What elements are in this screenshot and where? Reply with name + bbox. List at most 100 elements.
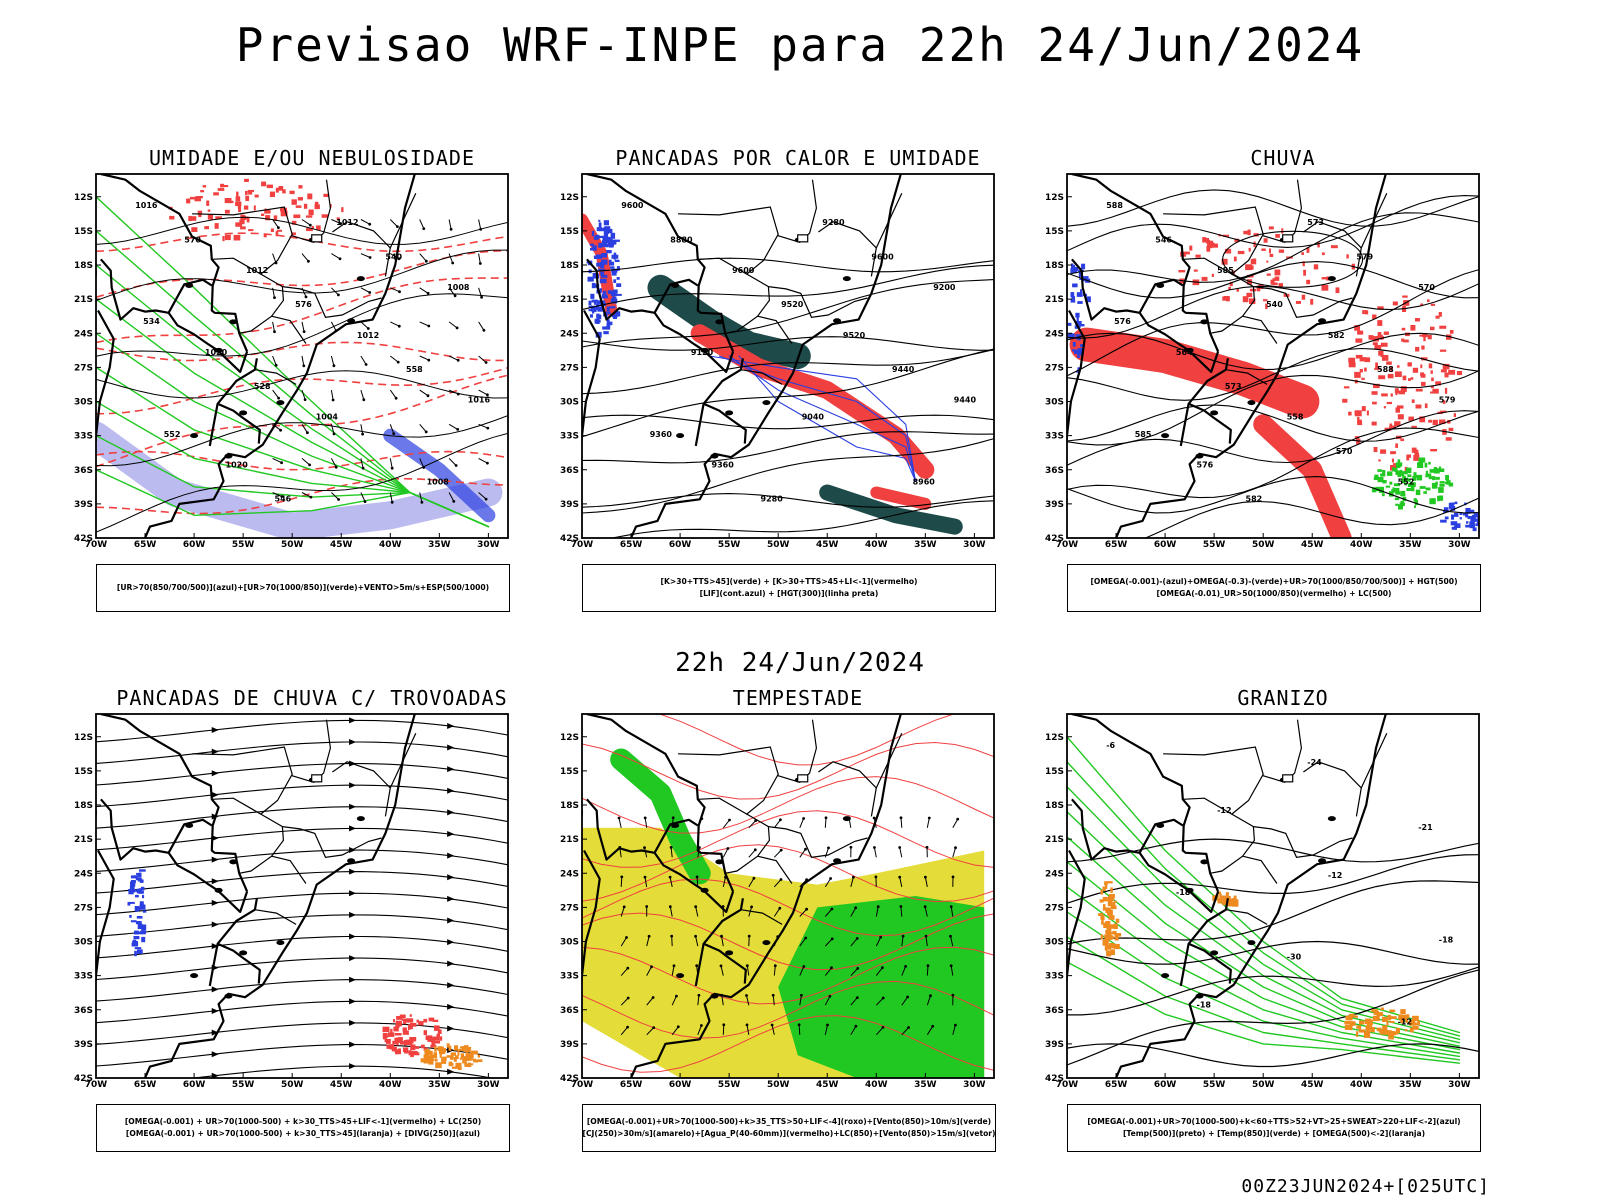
latitude-tick-label: 18S [1045,261,1064,271]
longitude-tick-label: 55W [1203,1080,1226,1088]
longitude-tick-label: 55W [232,1080,255,1088]
longitude-tick-label: 60W [1154,1080,1177,1088]
contour-value-label: 570 [184,235,201,244]
longitude-tick-label: 65W [134,1080,157,1088]
longitude-tick-label: 40W [379,1080,402,1088]
longitude-tick-label: 30W [963,540,986,548]
latitude-tick-label: 30S [74,938,93,948]
latitude-tick-label: 15S [560,227,579,237]
longitude-tick-label: 40W [379,540,402,548]
latitude-tick-label: 36S [74,466,93,476]
weather-map: 1016 1012 1012 1016 1020 1012 1008 1020 1004 1008… [74,173,509,548]
contour-value-label: 1012 [336,218,358,227]
longitude-tick-label: 70W [85,1080,108,1088]
contour-value-label: 579 [1439,396,1456,405]
latitude-tick-label: 42S [74,1074,93,1084]
legend-caption-line: [Temp(500)](preto) + [Temp(850)](verde) … [1122,1129,1426,1138]
latitude-tick-label: 21S [1045,295,1064,305]
contour-value-label: 570 [1336,447,1353,456]
contour-value-label: 576 [295,300,312,309]
latitude-tick-label: 24S [1045,869,1064,879]
longitude-tick-label: 60W [183,1080,206,1088]
longitude-tick-label: 45W [816,540,839,548]
contour-value-label: 576 [1197,461,1214,470]
contour-value-label: 546 [275,495,292,504]
latitude-tick-label: 21S [74,835,93,845]
legend-caption-line: [OMEGA(-0.01)_UR>50(1000/850)(vermelho) … [1156,589,1392,598]
contour-value-label: 9440 [954,396,977,405]
contour-value-label: -12 [1328,871,1342,880]
legend-caption: [OMEGA(-0.001)+UR>70(1000-500)+k<60+TTS>… [1067,1104,1481,1152]
longitude-tick-label: 65W [620,540,643,548]
legend-caption-line: [OMEGA(-0.001) + UR>70(1000-500) + k>30_… [125,1129,481,1138]
latitude-tick-label: 18S [74,261,93,271]
longitude-tick-label: 60W [669,540,692,548]
latitude-tick-label: 24S [560,869,579,879]
contour-value-label: 9520 [781,300,804,309]
legend-caption: [OMEGA(-0.001)+UR>70(1000-500)+k>35_TTS>… [582,1104,996,1152]
contour-value-label: 540 [1266,300,1283,309]
latitude-tick-label: 15S [74,227,93,237]
contour-value-label: 558 [406,365,423,374]
legend-caption-line: [UR>70(850/700/500)](azul)+[UR>70(1000/8… [116,583,490,592]
longitude-tick-label: 70W [1056,1080,1079,1088]
latitude-tick-label: 39S [1045,1040,1064,1050]
contour-value-label: 552 [164,430,181,439]
latitude-tick-label: 33S [1045,432,1064,442]
latitude-tick-label: 30S [1045,398,1064,408]
longitude-tick-label: 35W [1399,1080,1422,1088]
longitude-tick-label: 55W [1203,540,1226,548]
latitude-tick-label: 36S [560,1006,579,1016]
latitude-tick-label: 18S [560,801,579,811]
contour-value-label: 1008 [427,478,450,487]
legend-caption-line: [K>30+TTS>45](verde) + [K>30+TTS>45+LI<-… [660,577,918,586]
panel-title: GRANIZO [1237,686,1329,710]
longitude-tick-label: 30W [963,1080,986,1088]
legend-caption: [OMEGA(-0.001)-(azul)+OMEGA(-0.3)-(verde… [1067,564,1481,612]
longitude-tick-label: 60W [183,540,206,548]
legend-caption-line: [OMEGA(-0.001) + UR>70(1000-500) + k>30_… [124,1117,482,1126]
latitude-tick-label: 24S [74,869,93,879]
latitude-tick-label: 39S [560,1040,579,1050]
latitude-tick-label: 42S [1045,534,1064,544]
latitude-tick-label: 15S [74,767,93,777]
longitude-tick-label: 65W [620,1080,643,1088]
latitude-tick-label: 33S [560,972,579,982]
latitude-tick-label: 18S [1045,801,1064,811]
longitude-tick-label: 50W [767,1080,790,1088]
latitude-tick-label: 21S [74,295,93,305]
contour-value-label: 9200 [933,283,956,292]
panel-granizo: GRANIZO -6 -12 -12 -18 -18 -24 -21 -18 -30 -12 12S… [1043,686,1523,1156]
longitude-tick-label: 35W [428,540,451,548]
latitude-tick-label: 21S [560,295,579,305]
longitude-tick-label: 35W [914,540,937,548]
longitude-tick-label: 70W [571,1080,594,1088]
contour-value-label: 9600 [871,252,894,261]
legend-caption-line: [CJ(250)>30m/s](amarelo)+[Agua_P(40-60mm… [582,1129,996,1138]
contour-value-label: 588 [1106,201,1123,210]
contour-value-label: 9280 [761,495,784,504]
longitude-tick-label: 40W [1350,1080,1373,1088]
longitude-tick-label: 30W [1448,540,1471,548]
main-title: Previsao WRF-INPE para 22h 24/Jun/2024 [235,18,1365,72]
contour-value-label: 9360 [712,461,735,470]
latitude-tick-label: 21S [1045,835,1064,845]
weather-map: 588 585 582 579 576 573 570 564 558 552 546 540 588 5… [1045,173,1480,548]
longitude-tick-label: 70W [1056,540,1079,548]
contour-value-label: -30 [1287,953,1302,962]
latitude-tick-label: 12S [560,733,579,743]
longitude-tick-label: 30W [1448,1080,1471,1088]
latitude-tick-label: 12S [74,193,93,203]
contour-value-label: 1004 [316,413,339,422]
longitude-tick-label: 50W [281,1080,304,1088]
contour-value-label: 1016 [135,201,158,210]
latitude-tick-label: 42S [74,534,93,544]
longitude-tick-label: 45W [330,540,353,548]
longitude-tick-label: 65W [1105,1080,1128,1088]
panel-umidade: UMIDADE E/OU NEBULOSIDADE 1016 1012 1012 10… [72,146,552,616]
latitude-tick-label: 39S [74,1040,93,1050]
contour-value-label: 528 [254,382,271,391]
contour-value-label: 8880 [670,235,693,244]
contour-value-label: 585 [1217,266,1234,275]
